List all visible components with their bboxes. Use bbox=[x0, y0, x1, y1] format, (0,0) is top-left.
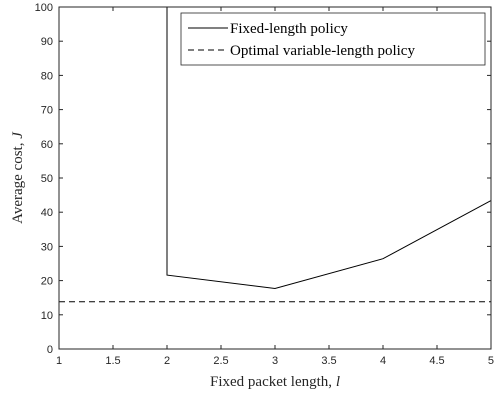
y-tick-label: 40 bbox=[41, 207, 53, 219]
y-tick-label: 10 bbox=[41, 310, 53, 322]
y-tick-label: 100 bbox=[35, 2, 53, 14]
y-tick-label: 60 bbox=[41, 139, 53, 151]
x-axis-label-text: Fixed packet length, bbox=[210, 374, 336, 390]
x-tick-label: 1 bbox=[56, 355, 62, 367]
legend-box bbox=[180, 12, 486, 66]
y-axis-label: Average cost, J bbox=[10, 131, 26, 224]
y-tick-label: 90 bbox=[41, 36, 53, 48]
series-layer bbox=[59, 7, 492, 303]
y-tick-label: 70 bbox=[41, 105, 53, 117]
y-axis-label-variable: J bbox=[10, 131, 26, 139]
x-axis-ticks: 1 1.5 2 2.5 3 3.5 4 4.5 5 bbox=[56, 7, 494, 367]
x-tick-label: 3 bbox=[272, 355, 278, 367]
y-tick-label: 50 bbox=[41, 173, 53, 185]
legend-label-optimal-variable-length: Optimal variable-length policy bbox=[230, 43, 415, 59]
x-axis-label: Fixed packet length, l bbox=[210, 374, 340, 390]
x-tick-label: 3.5 bbox=[321, 355, 336, 367]
legend-label-fixed-length: Fixed-length policy bbox=[230, 21, 348, 37]
x-tick-label: 5 bbox=[488, 355, 494, 367]
y-tick-label: 0 bbox=[47, 344, 53, 356]
x-axis-label-variable: l bbox=[336, 374, 340, 390]
x-tick-label: 2.5 bbox=[213, 355, 228, 367]
x-tick-label: 1.5 bbox=[105, 355, 120, 367]
series-line-fixed-length bbox=[166, 7, 492, 290]
x-tick-label: 4 bbox=[380, 355, 386, 367]
x-tick-label: 2 bbox=[164, 355, 170, 367]
plot-frame bbox=[58, 6, 492, 350]
y-tick-label: 80 bbox=[41, 70, 53, 82]
y-axis-ticks: 0 10 20 30 40 50 60 70 80 90 100 bbox=[35, 2, 491, 356]
y-tick-label: 20 bbox=[41, 276, 53, 288]
y-tick-label: 30 bbox=[41, 241, 53, 253]
legend: Fixed-length policy Optimal variable-len… bbox=[180, 12, 486, 66]
x-tick-label: 4.5 bbox=[429, 355, 444, 367]
y-axis-label-text: Average cost, bbox=[10, 139, 26, 224]
